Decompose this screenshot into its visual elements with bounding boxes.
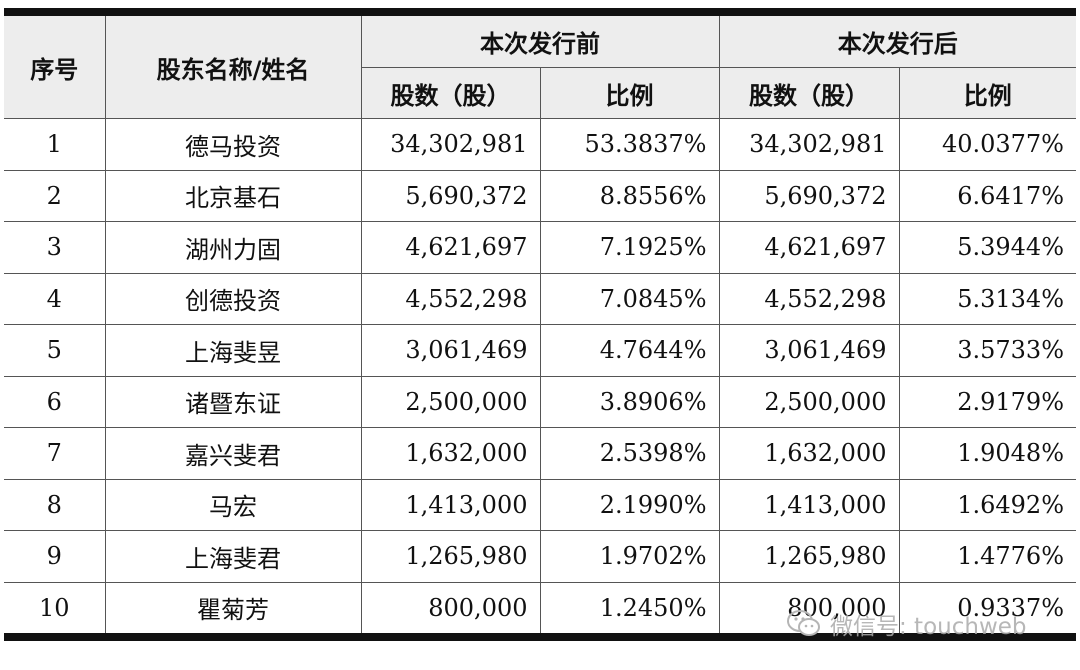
row-name: 创德投资 — [104, 272, 362, 325]
row-index: 5 — [4, 324, 106, 377]
row-before-shares: 5,690,372 — [360, 169, 541, 222]
row-before-shares: 34,302,981 — [360, 118, 541, 171]
table-row: 7 嘉兴斐君 1,632,000 2.5398% 1,632,000 1.904… — [4, 427, 1076, 480]
shareholder-table-container: 序号 股东名称/姓名 本次发行前 本次发行后 股数（股） 比例 股数（股） 比例… — [4, 8, 1076, 641]
header-after-issuance: 本次发行后 — [718, 16, 1076, 68]
row-name: 上海斐君 — [104, 530, 362, 583]
row-after-shares: 1,413,000 — [718, 478, 900, 531]
row-after-ratio: 0.9337% — [898, 581, 1076, 633]
row-name: 诸暨东证 — [104, 375, 362, 428]
header-name: 股东名称/姓名 — [104, 16, 362, 119]
row-name: 马宏 — [104, 478, 362, 531]
row-after-ratio: 3.5733% — [898, 324, 1076, 377]
row-before-ratio: 4.7644% — [539, 324, 720, 377]
row-after-ratio: 1.4776% — [898, 530, 1076, 583]
table-top-rule — [4, 8, 1076, 16]
row-after-ratio: 5.3134% — [898, 272, 1076, 325]
row-before-ratio: 53.3837% — [539, 118, 720, 171]
row-after-ratio: 40.0377% — [898, 118, 1076, 171]
row-before-shares: 1,265,980 — [360, 530, 541, 583]
row-after-ratio: 6.6417% — [898, 169, 1076, 222]
row-after-ratio: 2.9179% — [898, 375, 1076, 428]
wechat-icon — [786, 609, 822, 639]
row-index: 8 — [4, 478, 106, 531]
row-before-shares: 4,621,697 — [360, 221, 541, 274]
row-after-ratio: 1.9048% — [898, 427, 1076, 480]
table-row: 8 马宏 1,413,000 2.1990% 1,413,000 1.6492% — [4, 478, 1076, 531]
table-row: 5 上海斐昱 3,061,469 4.7644% 3,061,469 3.573… — [4, 324, 1076, 377]
row-before-shares: 800,000 — [360, 581, 541, 633]
table-row: 3 湖州力固 4,621,697 7.1925% 4,621,697 5.394… — [4, 221, 1076, 274]
row-index: 6 — [4, 375, 106, 428]
row-name: 瞿菊芳 — [104, 581, 362, 633]
row-after-ratio: 1.6492% — [898, 478, 1076, 531]
row-after-shares: 1,632,000 — [718, 427, 900, 480]
shareholder-table: 序号 股东名称/姓名 本次发行前 本次发行后 股数（股） 比例 股数（股） 比例… — [4, 16, 1076, 633]
row-after-shares: 1,265,980 — [718, 530, 900, 583]
header-before-ratio: 比例 — [539, 67, 720, 119]
row-name: 德马投资 — [104, 118, 362, 171]
row-before-shares: 4,552,298 — [360, 272, 541, 325]
watermark-text: 微信号: touchweb — [830, 614, 1027, 640]
row-after-shares: 3,061,469 — [718, 324, 900, 377]
row-before-ratio: 7.0845% — [539, 272, 720, 325]
header-before-shares: 股数（股） — [361, 67, 541, 119]
table-row: 1 德马投资 34,302,981 53.3837% 34,302,981 40… — [4, 118, 1076, 171]
header-before-issuance: 本次发行前 — [360, 16, 720, 68]
row-before-ratio: 2.5398% — [539, 427, 720, 480]
row-index: 3 — [4, 221, 106, 274]
row-name: 湖州力固 — [104, 221, 362, 274]
row-index: 1 — [4, 118, 106, 171]
row-after-shares: 5,690,372 — [718, 169, 900, 222]
row-after-shares: 4,621,697 — [718, 221, 900, 274]
header-after-shares: 股数（股） — [718, 67, 900, 119]
row-name: 上海斐昱 — [104, 324, 362, 377]
table-row: 9 上海斐君 1,265,980 1.9702% 1,265,980 1.477… — [4, 530, 1076, 583]
header-index: 序号 — [4, 16, 106, 119]
table-row: 2 北京基石 5,690,372 8.8556% 5,690,372 6.641… — [4, 169, 1076, 222]
row-before-shares: 2,500,000 — [360, 375, 541, 428]
row-after-shares: 34,302,981 — [718, 118, 900, 171]
row-before-ratio: 3.8906% — [539, 375, 720, 428]
row-after-ratio: 5.3944% — [898, 221, 1076, 274]
row-index: 7 — [4, 427, 106, 480]
watermark: 微信号: touchweb — [786, 604, 1027, 644]
header-after-ratio: 比例 — [898, 67, 1076, 119]
row-before-ratio: 1.2450% — [539, 581, 720, 633]
row-before-ratio: 2.1990% — [539, 478, 720, 531]
row-index: 4 — [4, 272, 106, 325]
row-after-shares: 4,552,298 — [718, 272, 900, 325]
row-before-ratio: 7.1925% — [539, 221, 720, 274]
row-after-shares: 2,500,000 — [718, 375, 900, 428]
row-name: 嘉兴斐君 — [104, 427, 362, 480]
table-bottom-rule — [4, 633, 1076, 641]
row-before-ratio: 1.9702% — [539, 530, 720, 583]
row-before-shares: 1,413,000 — [360, 478, 541, 531]
row-index: 2 — [4, 169, 106, 222]
row-name: 北京基石 — [104, 169, 362, 222]
row-index: 9 — [4, 530, 106, 583]
table-row: 4 创德投资 4,552,298 7.0845% 4,552,298 5.313… — [4, 272, 1076, 325]
row-index: 10 — [4, 581, 106, 633]
row-before-shares: 1,632,000 — [360, 427, 541, 480]
row-before-ratio: 8.8556% — [539, 169, 720, 222]
row-before-shares: 3,061,469 — [360, 324, 541, 377]
table-row: 6 诸暨东证 2,500,000 3.8906% 2,500,000 2.917… — [4, 375, 1076, 428]
